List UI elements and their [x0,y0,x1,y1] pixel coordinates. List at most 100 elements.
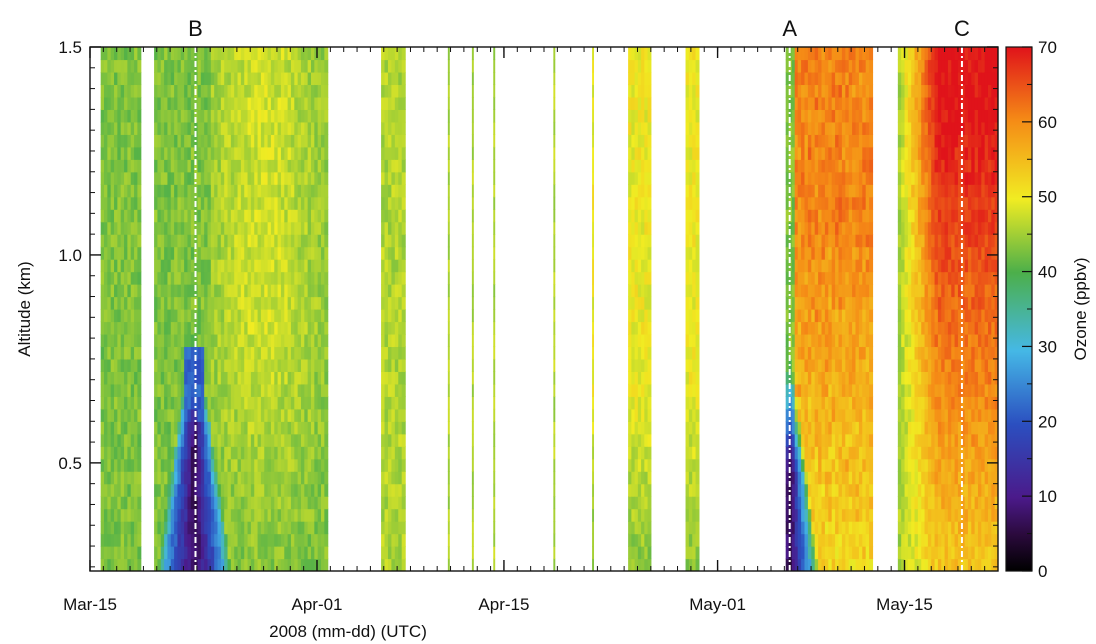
heatmap-cell [164,47,169,61]
heatmap-cell [814,483,819,497]
heatmap-cell [227,421,232,435]
heatmap-cell [858,396,863,410]
heatmap-cell [307,371,312,385]
heatmap-cell [127,508,132,522]
heatmap-cell [164,533,169,547]
heatmap-cell [631,421,636,435]
heatmap-cell [104,321,108,335]
heatmap-cell [300,446,305,460]
heatmap-cell [818,346,823,360]
heatmap-cell [818,246,823,260]
heatmap-cell [835,508,840,522]
heatmap-cell [804,184,809,198]
heatmap-cell [307,221,312,235]
heatmap-cell [184,59,189,73]
heatmap-cell [217,346,222,360]
heatmap-cell [791,446,796,460]
heatmap-cell [170,84,175,98]
heatmap-cell [801,209,806,223]
heatmap-cell [137,558,142,571]
heatmap-cell [124,221,128,235]
heatmap-cell [824,209,829,223]
heatmap-cell [647,209,652,223]
heatmap-cell [137,109,142,123]
heatmap-cell [841,471,846,485]
heatmap-cell [100,209,105,223]
heatmap-cell [824,471,829,485]
heatmap-cell [290,47,295,61]
heatmap-cell [234,234,239,248]
heatmap-cell [447,358,450,372]
heatmap-cell [828,96,833,110]
heatmap-cell [841,333,846,348]
heatmap-cell [267,196,272,210]
heatmap-cell [631,121,636,135]
heatmap-cell [828,533,833,547]
heatmap-cell [628,558,632,571]
heatmap-cell [685,508,690,522]
heatmap-cell [274,246,279,260]
heatmap-cell [214,271,219,285]
heatmap-cell [835,421,840,435]
heatmap-cell [855,371,860,385]
heatmap-cell [274,371,279,385]
heatmap-cell [224,496,229,510]
heatmap-cell [167,271,172,285]
heatmap-cell [137,546,142,560]
heatmap-cell [170,471,175,485]
heatmap-cell [224,121,229,135]
heatmap-cell [207,483,212,497]
heatmap-cell [869,558,874,571]
heatmap-cell [264,458,269,472]
heatmap-cell [914,346,919,360]
heatmap-cell [307,408,312,422]
heatmap-cell [190,184,195,198]
heatmap-cell [845,496,850,510]
heatmap-cell [321,121,325,135]
heatmap-cell [818,508,823,522]
heatmap-cell [170,59,175,73]
heatmap-cell [160,47,165,61]
heatmap-cell [801,196,806,210]
heatmap-cell [688,371,693,385]
heatmap-cell [401,234,406,248]
heatmap-cell [791,96,796,110]
heatmap-cell [838,171,843,185]
heatmap-cell [647,408,652,422]
heatmap-cell [280,533,285,547]
heatmap-cell [848,346,853,360]
heatmap-cell [247,246,252,260]
heatmap-cell [274,471,279,485]
heatmap-cell [914,446,919,460]
heatmap-cell [634,246,639,260]
heatmap-cell [250,309,255,323]
heatmap-cell [227,47,232,61]
heatmap-cell [120,508,125,522]
heatmap-cell [901,159,906,173]
heatmap-cell [277,358,282,372]
heatmap-cell [274,84,279,98]
heatmap-cell [190,408,195,422]
heatmap-cell [869,496,874,510]
heatmap-cell [124,546,128,560]
heatmap-cell [287,109,292,123]
heatmap-cell [835,47,840,61]
heatmap-cell [828,396,833,410]
heatmap-cell [117,433,122,447]
heatmap-cell [901,221,906,235]
heatmap-cell [804,209,809,223]
heatmap-cell [154,309,159,323]
heatmap-cell [904,121,909,135]
heatmap-cell [220,96,225,110]
heatmap-cell [210,234,215,248]
heatmap-cell [297,521,302,535]
heatmap-cell [204,309,209,323]
heatmap-cell [797,383,802,397]
heatmap-cell [391,84,396,98]
heatmap-cell [304,259,309,273]
heatmap-cell [848,358,853,372]
heatmap-cell [855,234,860,248]
heatmap-cell [818,396,823,410]
heatmap-cell [848,184,853,198]
heatmap-cell [294,59,299,73]
